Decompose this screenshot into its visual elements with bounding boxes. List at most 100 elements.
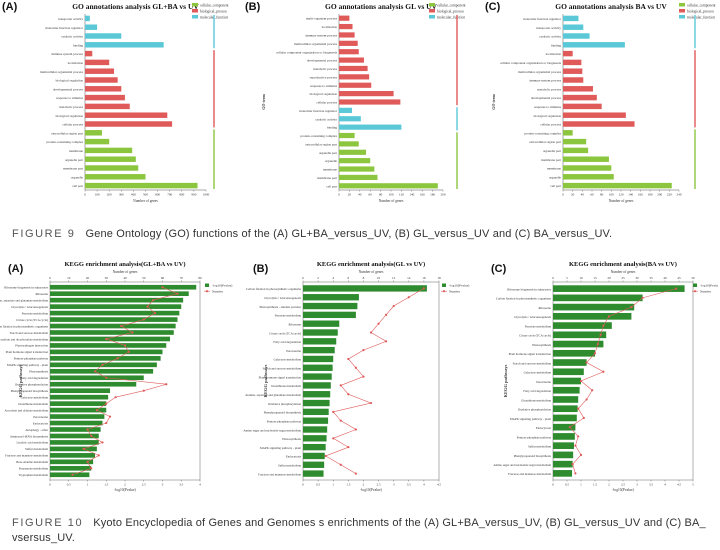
legend-marker xyxy=(205,290,209,293)
category-label: Phenylpropanoid biosynthesis xyxy=(11,389,49,393)
number-point xyxy=(120,324,123,328)
category-label: Peroxisome xyxy=(286,349,301,353)
number-point xyxy=(108,415,112,418)
x-tick-label: 220 xyxy=(667,193,672,197)
panel-label: (C) xyxy=(485,1,501,13)
x-tick-label: 140 xyxy=(409,193,414,197)
bar xyxy=(553,368,584,376)
caption-text: Gene Ontology (GO) functions of the (A) … xyxy=(85,228,613,240)
bar xyxy=(303,470,324,477)
number-point xyxy=(95,409,98,412)
go-bar-chart: GO annotations analysis GL vs UV cellular… xyxy=(261,2,466,203)
x-tick-label: 160 xyxy=(638,193,643,197)
bar xyxy=(50,407,107,413)
category-label: Peroxisome xyxy=(33,415,48,419)
fig10c-panel: (C) KEGG enrichment analysis(BA vs UV) Nu… xyxy=(483,258,718,500)
legend-label: molecular_function xyxy=(437,16,465,20)
bar xyxy=(303,329,338,336)
x-tick-label: 800 xyxy=(179,193,184,197)
x-tick-label: 100 xyxy=(389,193,394,197)
x-tick-label: 2.5 xyxy=(142,483,146,487)
bar xyxy=(50,336,170,342)
x2-tick-label: 40 xyxy=(123,276,127,280)
bar xyxy=(553,285,685,292)
x-tick-label: 100 xyxy=(95,193,100,197)
bar xyxy=(85,121,173,127)
number-point xyxy=(153,312,157,315)
figure-label: FIGURE 10 xyxy=(12,517,84,529)
bar xyxy=(339,174,378,181)
x-tick-label: 180 xyxy=(430,193,435,197)
x-tick-label: 40 xyxy=(358,193,362,197)
bar xyxy=(553,359,587,366)
number-point xyxy=(362,375,365,378)
x2-axis-label: Number of genes xyxy=(359,270,384,274)
x2-tick-label: 70 xyxy=(180,276,184,280)
number-point xyxy=(161,286,164,289)
category-label: Starch and sucrose metabolism xyxy=(513,361,552,365)
category-label: localization xyxy=(68,61,84,65)
category-label: multi-organism process xyxy=(306,17,338,21)
x-tick-label: 140 xyxy=(628,193,633,197)
panel-label: (C) xyxy=(491,263,507,275)
y-axis-label: KEGG pathways xyxy=(18,364,23,397)
category-label: multicellular organismal process xyxy=(518,70,562,74)
x2-tick-label: 20 xyxy=(86,276,90,280)
x-tick-label: 1 xyxy=(580,483,582,487)
bar xyxy=(50,420,103,426)
bar xyxy=(339,149,367,155)
kegg-bar-chart: KEGG enrichment analysis(GL+BA vs UV) Num… xyxy=(0,261,232,492)
category-label: Ribosome biogenesis in eukaryotes xyxy=(4,286,49,290)
category-label: binding xyxy=(551,43,561,47)
category-label: Oxidative phosphorylation xyxy=(518,408,552,412)
bar xyxy=(563,50,573,57)
legend-label: Number xyxy=(212,290,224,294)
x-tick-label: 1 xyxy=(332,483,334,487)
bar xyxy=(553,303,635,311)
bar xyxy=(50,284,197,290)
bar xyxy=(339,132,355,139)
bar xyxy=(50,381,137,387)
bar xyxy=(339,40,358,46)
x2-tick-label: 0 xyxy=(302,276,304,280)
fig10b-panel: (B) KEGG enrichment analysis(GL vs UV) Nu… xyxy=(243,258,475,500)
category-label: localization xyxy=(322,25,338,29)
legend-swatch xyxy=(429,15,435,19)
x-tick-label: 0 xyxy=(552,483,554,487)
category-label: membrane part xyxy=(63,167,83,171)
bar xyxy=(50,459,94,465)
x2-tick-label: 30 xyxy=(105,276,109,280)
x2-tick-label: 25 xyxy=(621,276,625,280)
y-axis-label: KEGG pathways xyxy=(503,364,508,397)
x-tick-label: 5 xyxy=(692,483,694,487)
bar xyxy=(339,15,350,21)
category-label: multicellular organismal process xyxy=(294,42,338,46)
x2-axis-label: Number of genes xyxy=(113,270,138,274)
number-point xyxy=(71,473,74,476)
number-point xyxy=(574,472,577,475)
x-axis-label: Number of genes xyxy=(379,199,404,203)
legend-swatch xyxy=(442,283,446,287)
bar xyxy=(303,452,325,460)
category-label: transporter activity xyxy=(58,17,83,21)
category-label: developmental process xyxy=(307,59,338,63)
kegg-bar-chart: KEGG enrichment analysis(BA vs UV) Number… xyxy=(493,261,718,492)
category-label: Sulfur metabolism xyxy=(528,445,552,449)
x-tick-label: 0.5 xyxy=(67,483,71,487)
number-point xyxy=(369,401,373,405)
legend-marker xyxy=(693,290,697,293)
x-tick-label: 80 xyxy=(379,193,383,197)
legend-label: biological_process xyxy=(437,10,465,14)
bar xyxy=(50,356,161,361)
kegg-bar-chart: KEGG enrichment analysis(GL vs UV) Number… xyxy=(243,261,469,492)
number-point xyxy=(82,447,85,450)
x-tick-label: 200 xyxy=(657,193,662,197)
bar xyxy=(50,310,180,316)
bar xyxy=(563,103,602,110)
bar xyxy=(553,396,579,403)
category-label: response to stimulus xyxy=(56,96,84,100)
number-point xyxy=(354,366,357,369)
number-point xyxy=(176,292,179,295)
x-tick-label: 4.5 xyxy=(437,483,441,487)
category-label: Photosynthesis xyxy=(532,343,551,347)
